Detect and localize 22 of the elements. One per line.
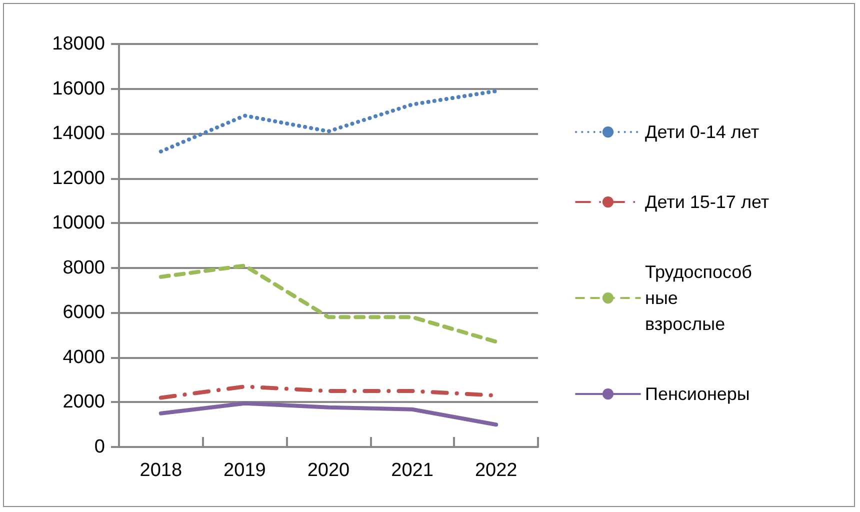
y-tick-label: 18000 xyxy=(52,34,105,54)
line-series xyxy=(158,89,498,154)
x-tick-label: 2021 xyxy=(391,460,434,481)
legend-label: Трудоспособные взрослые xyxy=(645,262,752,334)
y-tick-label: 0 xyxy=(94,436,105,458)
y-tick-label: 8000 xyxy=(62,257,105,278)
y-tick-label: 12000 xyxy=(52,168,105,189)
x-tick-label: 2018 xyxy=(140,460,182,481)
legend-label: Дети 15-17 лет xyxy=(645,192,770,212)
line-series xyxy=(158,401,498,427)
y-tick-label: 2000 xyxy=(62,392,105,413)
y-tick-label: 14000 xyxy=(52,123,105,144)
legend-label: Дети 0-14 лет xyxy=(645,122,760,142)
y-tick-label: 16000 xyxy=(52,78,105,100)
x-tick-label: 2022 xyxy=(474,460,518,481)
x-tick-label: 2019 xyxy=(224,460,266,481)
legend-label: Пенсионеры xyxy=(645,384,750,404)
y-tick-label: 10000 xyxy=(52,212,105,234)
x-tick-label: 2020 xyxy=(307,460,350,481)
line-series xyxy=(158,264,498,344)
y-tick-label: 4000 xyxy=(62,346,105,368)
y-tick-label: 6000 xyxy=(62,302,105,324)
